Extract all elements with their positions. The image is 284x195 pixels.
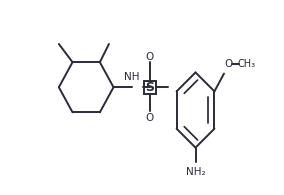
Text: CH₃: CH₃ (237, 59, 255, 69)
FancyBboxPatch shape (144, 81, 156, 94)
Text: NH: NH (124, 72, 139, 82)
Text: S: S (145, 81, 154, 94)
Text: NH₂: NH₂ (186, 167, 205, 176)
Text: O: O (146, 51, 154, 61)
Text: O: O (146, 113, 154, 123)
Text: O: O (224, 59, 232, 69)
